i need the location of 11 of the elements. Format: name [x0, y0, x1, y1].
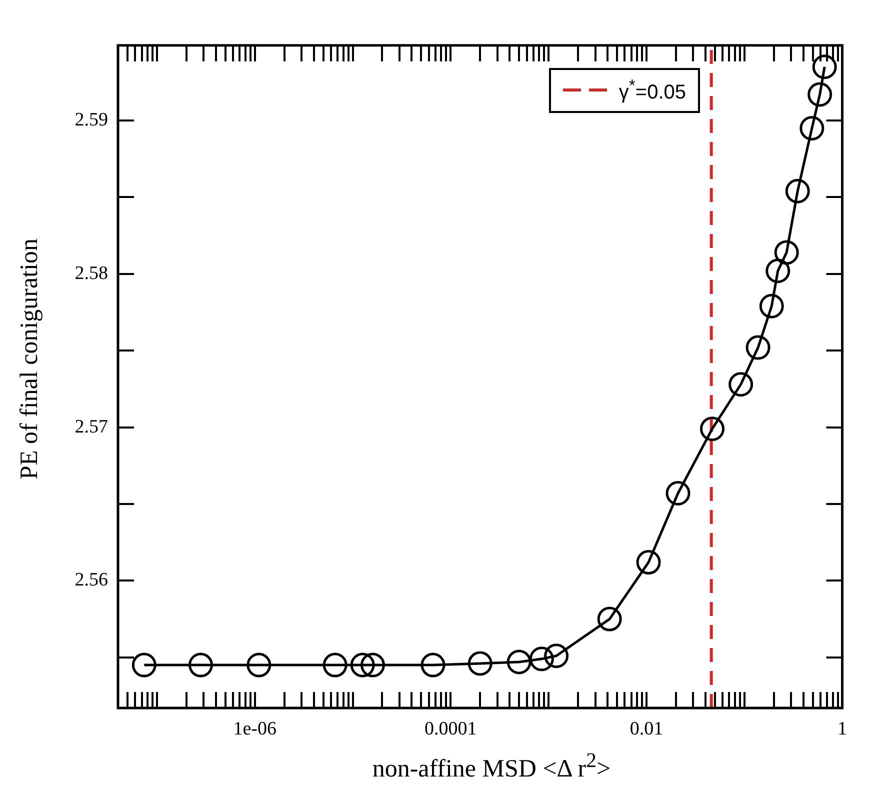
y-tick-label: 2.59 — [74, 110, 108, 131]
y-tick-label: 2.57 — [74, 416, 108, 438]
ref-line-label: γ$^{*}$=0.05 — [618, 76, 686, 105]
y-axis-title: PE of final coniguration — [16, 238, 44, 480]
x-tick-label: 1 — [838, 718, 847, 740]
x-tick-label: 1e-06 — [233, 718, 276, 740]
y-tick-label: 2.58 — [74, 262, 108, 284]
x-tick-label: 0.01 — [630, 718, 664, 740]
x-axis-title: non-affine MSD <Δ r$^{2}$> — [371, 748, 612, 784]
y-tick-label: 2.56 — [74, 570, 108, 591]
x-tick-label: 0.0001 — [424, 718, 477, 740]
